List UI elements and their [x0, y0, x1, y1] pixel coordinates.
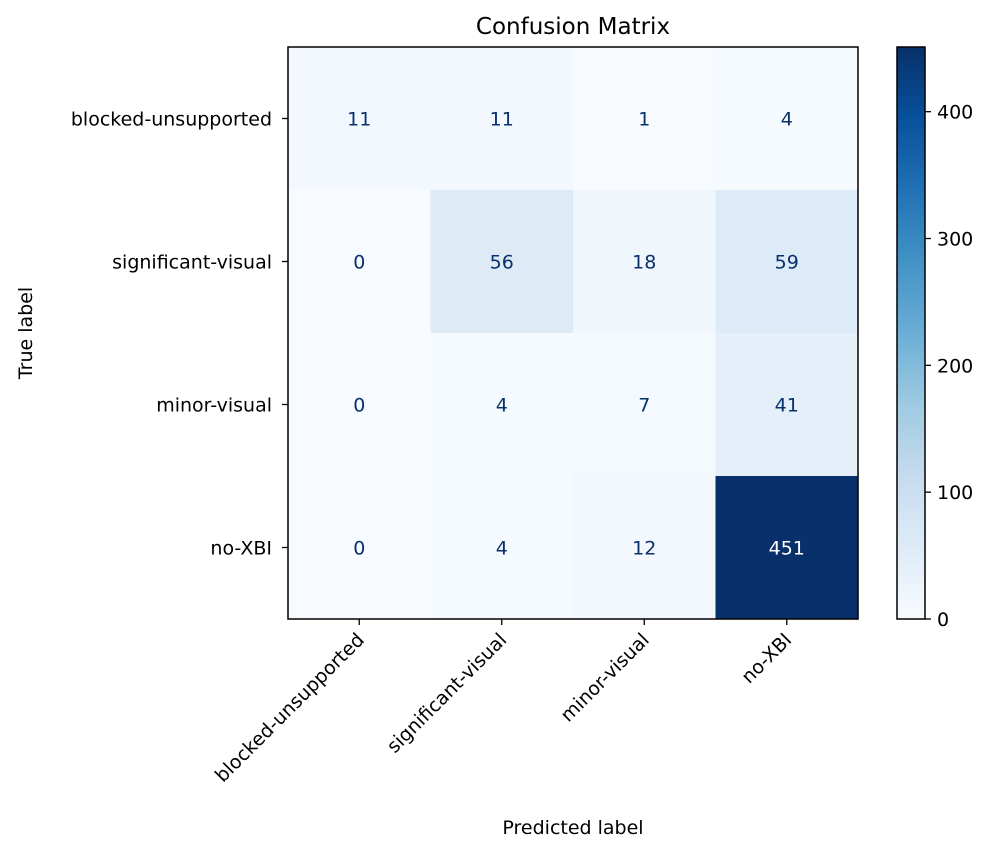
cell-value-r0-c3: 4 — [781, 109, 793, 131]
chart-title: Confusion Matrix — [476, 14, 670, 40]
cell-value-r1-c0: 0 — [353, 252, 365, 274]
heatmap-cell-r3-c2 — [573, 476, 716, 620]
colorbar-tick-label: 200 — [937, 355, 973, 377]
heatmap-cell-r0-c3 — [715, 47, 859, 191]
x-tick-label: blocked-unsupported — [211, 629, 369, 787]
colorbar — [896, 46, 926, 620]
heatmap-cell-r3-c3 — [715, 476, 859, 620]
cell-value-r0-c0: 11 — [347, 109, 371, 131]
colorbar-tick-label: 300 — [937, 229, 973, 251]
cell-value-r2-c0: 0 — [353, 395, 365, 417]
cell-value-r1-c2: 18 — [632, 252, 656, 274]
colorbar-tick-label: 0 — [937, 609, 949, 631]
x-axis: blocked-unsupported significant-visual min… — [211, 619, 796, 787]
colorbar-tick-label: 400 — [937, 102, 973, 124]
colorbar-tick-label: 100 — [937, 482, 973, 504]
y-tick-label: no-XBI — [210, 538, 272, 560]
cell-value-r2-c1: 4 — [496, 395, 508, 417]
cell-value-r3-c3: 451 — [769, 538, 805, 560]
heatmap-cell-r2-c2 — [573, 333, 716, 477]
y-tick-label: blocked-unsupported — [71, 109, 272, 131]
x-tick-label: no-XBI — [737, 629, 796, 688]
heatmap-cell-r2-c1 — [430, 333, 574, 477]
heatmap-cell-r2-c0 — [288, 333, 431, 477]
heatmap-cell-r1-c0 — [288, 190, 431, 334]
cell-value-r3-c2: 12 — [632, 538, 656, 560]
cell-value-r1-c3: 59 — [775, 252, 799, 274]
plot-frame — [287, 46, 859, 620]
cell-value-r3-c1: 4 — [496, 538, 508, 560]
cell-value-r0-c1: 11 — [490, 109, 514, 131]
x-tick-label: minor-visual — [556, 629, 653, 726]
x-tick-label: significant-visual — [383, 629, 512, 758]
cell-value-r2-c3: 41 — [775, 395, 799, 417]
heatmap-cell-r0-c1 — [430, 47, 574, 191]
cell-value-r2-c2: 7 — [638, 395, 650, 417]
y-tick-label: significant-visual — [112, 252, 272, 274]
heatmap-cell-labels: 11 11 1 40 56 18 590 4 7 410 4 12 451 — [347, 109, 805, 560]
cell-value-r0-c2: 1 — [638, 109, 650, 131]
cell-value-r1-c1: 56 — [490, 252, 514, 274]
heatmap-cell-r1-c1 — [430, 190, 574, 334]
heatmap-cell-r2-c3 — [715, 333, 859, 477]
y-tick-label: minor-visual — [156, 395, 272, 417]
heatmap-cell-r1-c2 — [573, 190, 716, 334]
heatmap-cell-r3-c1 — [430, 476, 574, 620]
colorbar-ticks: 0 100 200 300 400 — [925, 102, 973, 631]
heatmap-cells — [288, 47, 859, 620]
cell-value-r3-c0: 0 — [353, 538, 365, 560]
y-axis-label: True label — [15, 287, 37, 380]
heatmap-cell-r0-c2 — [573, 47, 716, 191]
y-axis: blocked-unsupported significant-visual min… — [71, 109, 288, 560]
heatmap-cell-r0-c0 — [288, 47, 431, 191]
heatmap-cell-r3-c0 — [288, 476, 431, 620]
x-axis-label: Predicted label — [502, 817, 643, 839]
heatmap-cell-r1-c3 — [715, 190, 859, 334]
